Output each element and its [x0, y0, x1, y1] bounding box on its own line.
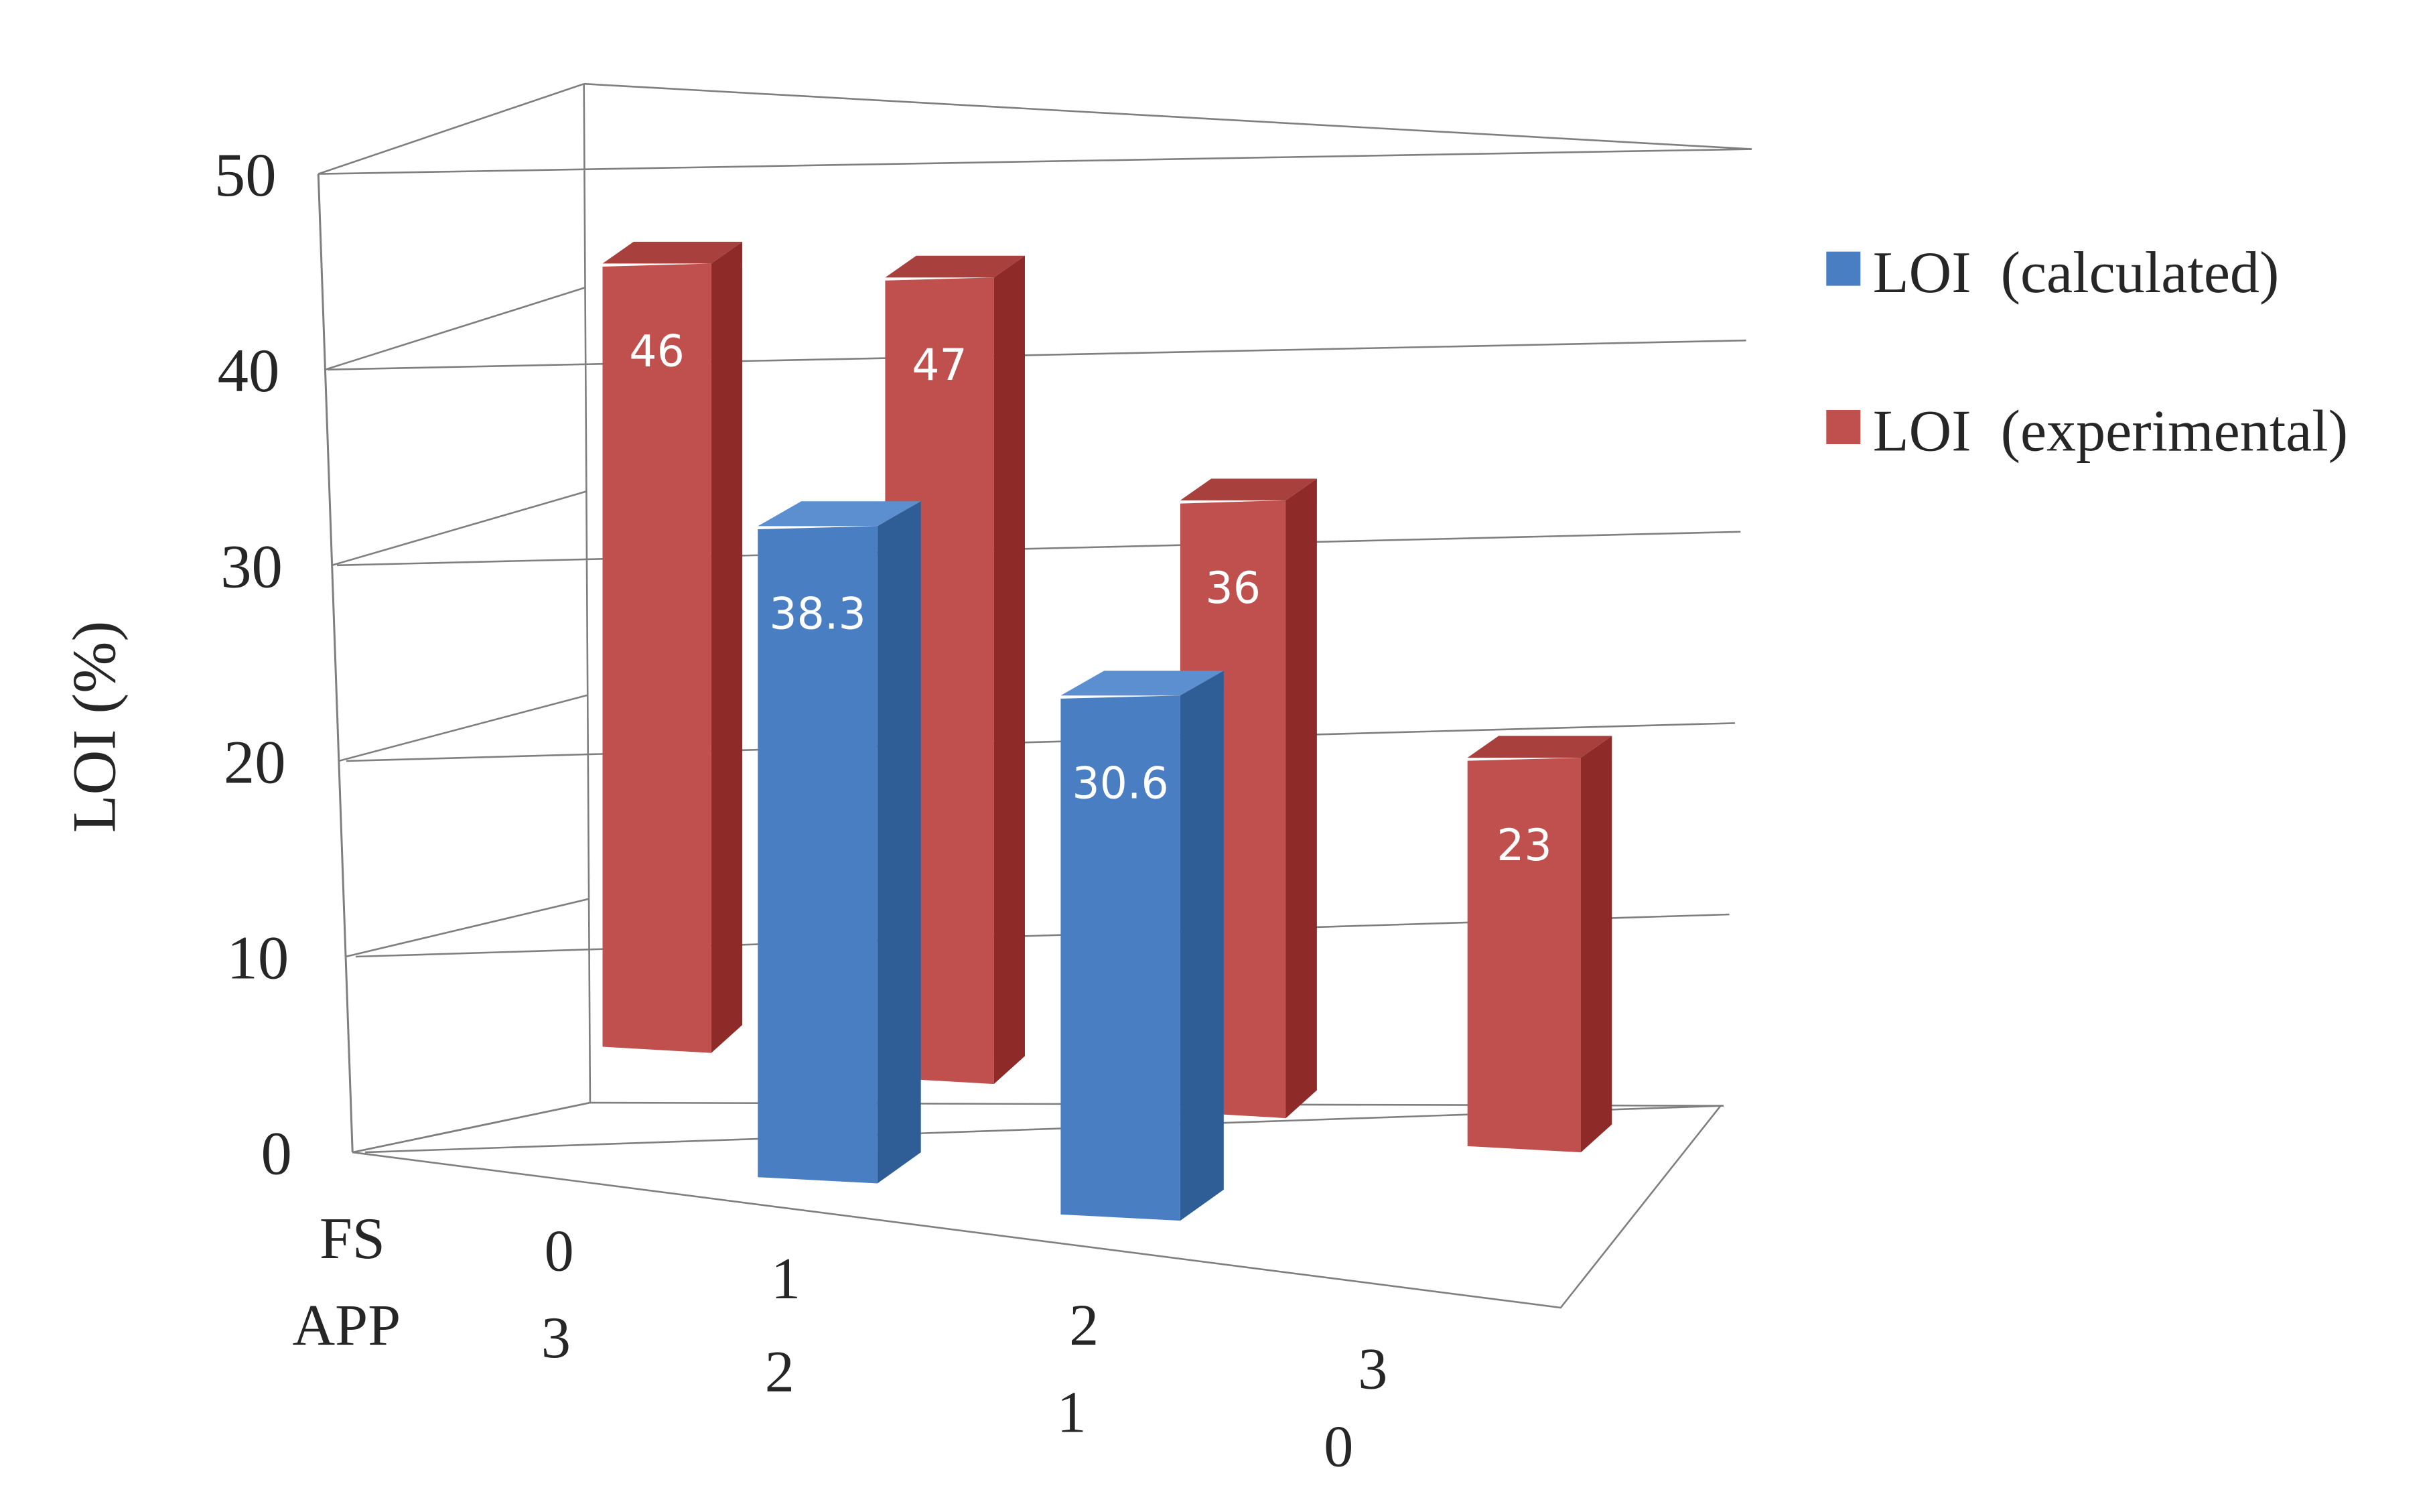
category-axis-title: APP	[292, 1293, 401, 1359]
legend-label: LOI (calculated)	[1873, 240, 2280, 305]
bar-value-label: 38.3	[769, 589, 865, 639]
y-tick-label: 20	[224, 728, 286, 797]
side-gridline-30	[332, 490, 587, 567]
bar-experimental	[1467, 758, 1581, 1153]
y-tick-label: 40	[218, 336, 280, 405]
y-tick-label: 30	[220, 532, 283, 601]
grid-lines	[318, 82, 1752, 1154]
bar-experimental-side	[711, 241, 743, 1053]
y-axis-title: LOI (%)	[60, 621, 129, 833]
labels: 46 47 36 23 38.3 30.6	[629, 326, 1551, 871]
bar-calculated-top	[758, 501, 921, 527]
category-tick-label: 2	[1069, 1293, 1099, 1359]
category-tick-label: 3	[1358, 1336, 1387, 1402]
bar-experimental-side	[1285, 478, 1317, 1119]
gridline-40	[328, 339, 1746, 370]
bar-value-label: 47	[912, 340, 967, 391]
bar-experimental-top	[1180, 478, 1317, 500]
category-tick-label: 1	[771, 1246, 801, 1312]
bar-experimental	[602, 263, 711, 1053]
bar-value-label: 30.6	[1072, 758, 1168, 809]
bar-experimental-side	[993, 255, 1025, 1085]
bars	[602, 241, 1612, 1221]
bar-value-label: 36	[1205, 563, 1261, 614]
bar-experimental-top	[602, 241, 743, 264]
legend-swatch	[1826, 251, 1861, 286]
bar-calculated	[1060, 695, 1180, 1221]
category-tick-label: 2	[765, 1339, 794, 1405]
category-tick-label: 0	[545, 1218, 574, 1284]
gridline-30	[337, 531, 1741, 567]
bar-value-label: 23	[1497, 821, 1552, 871]
bar-experimental-side	[1581, 736, 1612, 1153]
side-gridline-40	[325, 287, 585, 370]
bar-value-label: 46	[629, 326, 685, 376]
legend: LOI (calculated) LOI (experimental)	[1826, 240, 2348, 464]
floor-outline	[352, 1101, 1723, 1309]
side-gridline-20	[338, 694, 588, 762]
back-top-edge	[583, 82, 1752, 150]
category-tick-label: 0	[1324, 1414, 1353, 1479]
y-tick-label: 0	[261, 1119, 291, 1188]
gridline-20	[346, 722, 1735, 762]
gridline-50	[318, 148, 1752, 175]
y-tick-label: 10	[227, 924, 289, 993]
y-tick-label: 50	[214, 141, 277, 210]
bar-experimental-top	[1467, 736, 1612, 758]
category-axis-title: FS	[320, 1206, 385, 1272]
category-tick-label: 1	[1057, 1379, 1087, 1445]
bar-calculated	[758, 526, 878, 1184]
bar-calculated-side	[1180, 671, 1224, 1221]
side-gridline-10	[345, 898, 589, 958]
bar-calculated-side	[877, 501, 921, 1184]
back-left-edge	[583, 84, 592, 1103]
y-axis-line	[317, 174, 354, 1153]
bar-experimental-top	[885, 255, 1025, 278]
bar-calculated-top	[1060, 671, 1224, 696]
legend-swatch	[1826, 410, 1861, 444]
category-tick-label: 3	[541, 1305, 571, 1371]
side-gridline-50	[318, 82, 585, 175]
legend-label: LOI (experimental)	[1873, 398, 2348, 464]
